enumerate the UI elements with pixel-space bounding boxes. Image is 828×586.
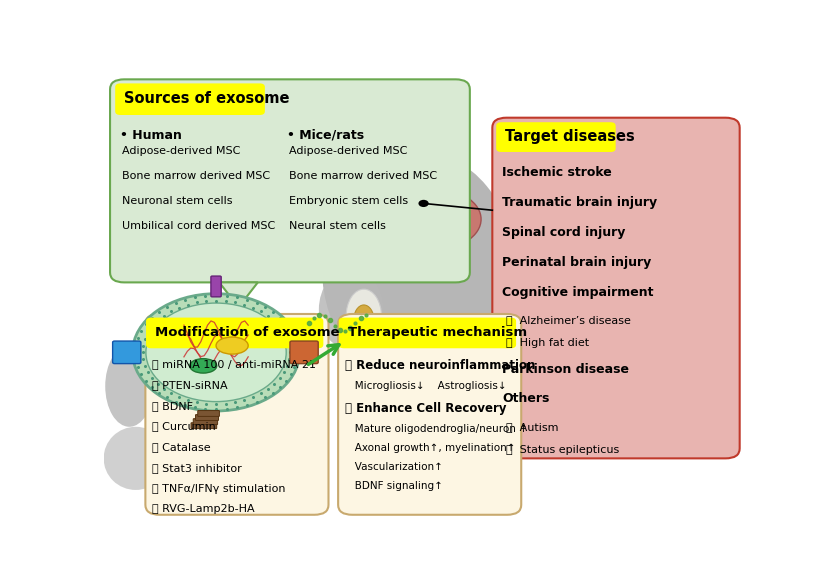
- Text: • Human: • Human: [119, 129, 181, 142]
- Ellipse shape: [346, 289, 381, 343]
- Text: Microgliosis↓    Astrogliosis↓: Microgliosis↓ Astrogliosis↓: [344, 381, 506, 391]
- FancyArrowPatch shape: [308, 345, 339, 364]
- Text: ・  Alzheimer’s disease: ・ Alzheimer’s disease: [506, 315, 631, 325]
- Text: Embryonic stem cells: Embryonic stem cells: [288, 196, 407, 206]
- FancyBboxPatch shape: [110, 79, 469, 282]
- Text: Adipose-derived MSC: Adipose-derived MSC: [288, 146, 407, 156]
- Text: ・ Reduce neuroinflammation: ・ Reduce neuroinflammation: [344, 359, 534, 372]
- Ellipse shape: [216, 337, 248, 354]
- Text: Parkinson disease: Parkinson disease: [502, 363, 628, 376]
- Text: ・ BDNF: ・ BDNF: [152, 401, 193, 411]
- FancyBboxPatch shape: [338, 314, 521, 515]
- Text: ・  Status epilepticus: ・ Status epilepticus: [506, 445, 619, 455]
- Ellipse shape: [190, 359, 216, 373]
- Ellipse shape: [353, 305, 373, 336]
- Text: Spinal cord injury: Spinal cord injury: [502, 226, 624, 239]
- Text: Neuronal stem cells: Neuronal stem cells: [122, 196, 232, 206]
- Text: Ischemic stroke: Ischemic stroke: [502, 166, 611, 179]
- FancyBboxPatch shape: [115, 83, 265, 115]
- Ellipse shape: [105, 346, 153, 427]
- FancyBboxPatch shape: [198, 411, 219, 417]
- Circle shape: [146, 303, 286, 401]
- Text: Cognitive impairment: Cognitive impairment: [502, 285, 652, 298]
- Text: Umbilical cord derived MSC: Umbilical cord derived MSC: [122, 220, 275, 230]
- FancyBboxPatch shape: [195, 415, 219, 421]
- Text: Modification of exosome: Modification of exosome: [155, 326, 339, 339]
- Polygon shape: [219, 282, 258, 307]
- Text: Others: Others: [502, 393, 549, 406]
- Ellipse shape: [104, 427, 167, 490]
- Ellipse shape: [321, 152, 514, 386]
- Text: ・ PTEN-siRNA: ・ PTEN-siRNA: [152, 380, 227, 390]
- Text: ・ Catalase: ・ Catalase: [152, 442, 210, 452]
- Text: ・  High fat diet: ・ High fat diet: [506, 338, 589, 348]
- FancyBboxPatch shape: [290, 341, 318, 363]
- FancyBboxPatch shape: [113, 341, 141, 363]
- Text: • Mice/rats: • Mice/rats: [286, 129, 363, 142]
- Text: ・ Enhance Cell Recovery: ・ Enhance Cell Recovery: [344, 403, 505, 415]
- Circle shape: [405, 191, 441, 216]
- Text: Bone marrow derived MSC: Bone marrow derived MSC: [288, 171, 436, 181]
- FancyBboxPatch shape: [146, 318, 323, 348]
- Text: Traumatic brain injury: Traumatic brain injury: [502, 196, 657, 209]
- FancyBboxPatch shape: [193, 418, 217, 424]
- Text: ・ Curcumin: ・ Curcumin: [152, 421, 215, 431]
- Text: Neural stem cells: Neural stem cells: [288, 220, 385, 230]
- FancyBboxPatch shape: [190, 423, 216, 428]
- FancyBboxPatch shape: [210, 276, 221, 297]
- FancyBboxPatch shape: [492, 118, 739, 458]
- Ellipse shape: [437, 207, 469, 223]
- Text: Mature oligodendroglia/neuron ↑: Mature oligodendroglia/neuron ↑: [344, 424, 527, 434]
- Text: Therapeutic mechanism: Therapeutic mechanism: [348, 326, 527, 339]
- Text: ・  Autism: ・ Autism: [506, 423, 558, 432]
- Text: ・ Stat3 inhibitor: ・ Stat3 inhibitor: [152, 463, 241, 473]
- Text: Sources of exosome: Sources of exosome: [124, 91, 289, 106]
- Circle shape: [132, 294, 299, 411]
- Text: Perinatal brain injury: Perinatal brain injury: [502, 255, 651, 269]
- Ellipse shape: [402, 199, 440, 217]
- Text: ・ TNFα/IFNγ stimulation: ・ TNFα/IFNγ stimulation: [152, 483, 285, 493]
- Circle shape: [418, 200, 428, 207]
- Text: Bone marrow derived MSC: Bone marrow derived MSC: [122, 171, 269, 181]
- Text: Adipose-derived MSC: Adipose-derived MSC: [122, 146, 239, 156]
- FancyBboxPatch shape: [145, 314, 328, 515]
- Text: Vascularization↑: Vascularization↑: [344, 462, 442, 472]
- Text: BDNF signaling↑: BDNF signaling↑: [344, 481, 442, 491]
- Text: Target diseases: Target diseases: [504, 129, 634, 144]
- FancyBboxPatch shape: [496, 122, 615, 152]
- Text: ・ RVG-Lamp2b-HA: ・ RVG-Lamp2b-HA: [152, 505, 254, 515]
- Text: ・ miRNA 100 / anti-miRNA 21: ・ miRNA 100 / anti-miRNA 21: [152, 359, 315, 369]
- Ellipse shape: [319, 269, 383, 350]
- Text: Axonal growth↑, myelination↑: Axonal growth↑, myelination↑: [344, 443, 514, 453]
- FancyBboxPatch shape: [339, 318, 516, 348]
- Ellipse shape: [388, 189, 480, 250]
